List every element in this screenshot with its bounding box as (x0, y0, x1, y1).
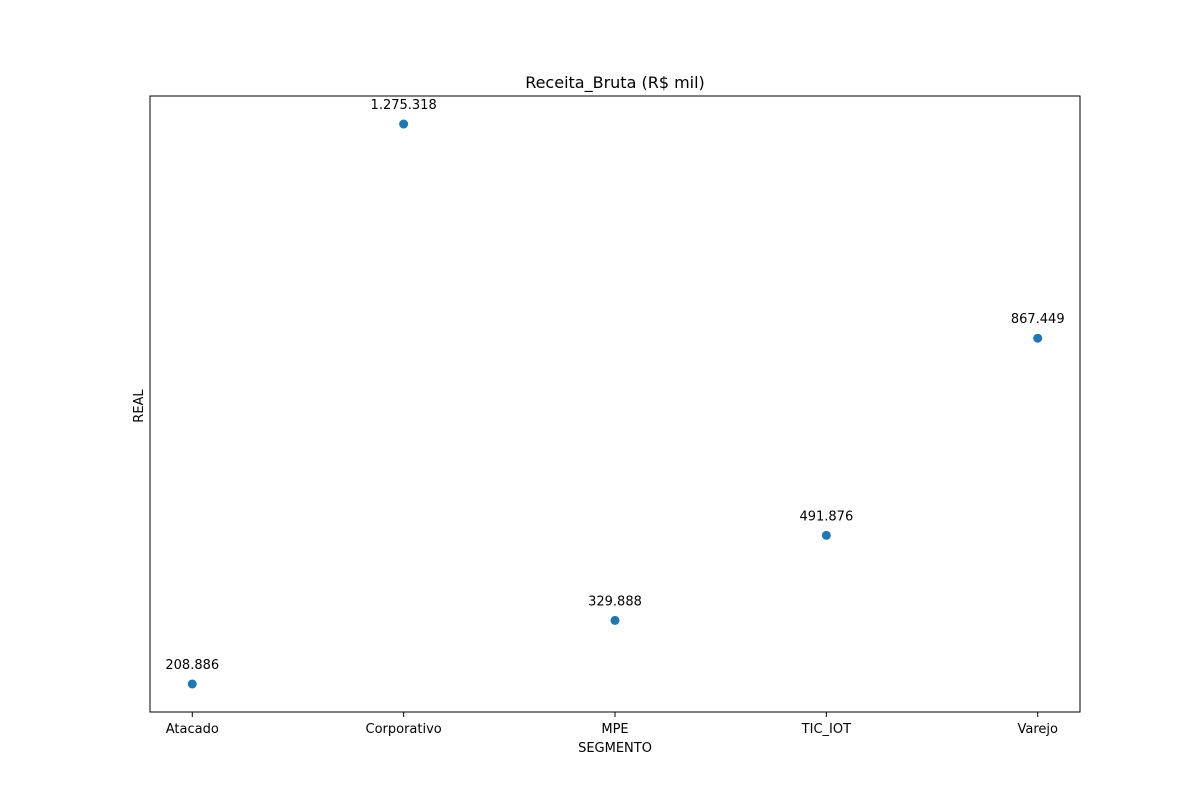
data-label: 1.275.318 (371, 98, 437, 113)
data-point-tic-iot (821, 530, 831, 540)
data-point-varejo (1033, 333, 1043, 343)
x-tick-label: TIC_IOT (801, 722, 851, 737)
chart-title: Receita_Bruta (R$ mil) (525, 73, 705, 93)
data-point-corporativo (399, 119, 409, 129)
x-tick-label: Atacado (166, 722, 219, 737)
data-label: 867.449 (1011, 312, 1065, 327)
x-tick-label: MPE (601, 722, 628, 737)
data-label: 208.886 (165, 658, 219, 673)
y-axis-label: REAL (132, 389, 147, 423)
x-axis-ticks: Atacado Corporativo MPE TIC_IOT Varejo (166, 712, 1058, 737)
data-point-mpe (610, 615, 620, 625)
data-label: 329.888 (588, 594, 642, 609)
x-axis-label: SEGMENTO (578, 741, 652, 756)
x-tick-label: Corporativo (366, 722, 442, 737)
data-label: 491.876 (799, 509, 853, 524)
x-tick-label: Varejo (1017, 722, 1058, 737)
data-points: 208.886 1.275.318 329.888 491.876 867.449 (165, 98, 1065, 689)
data-point-atacado (187, 679, 197, 689)
